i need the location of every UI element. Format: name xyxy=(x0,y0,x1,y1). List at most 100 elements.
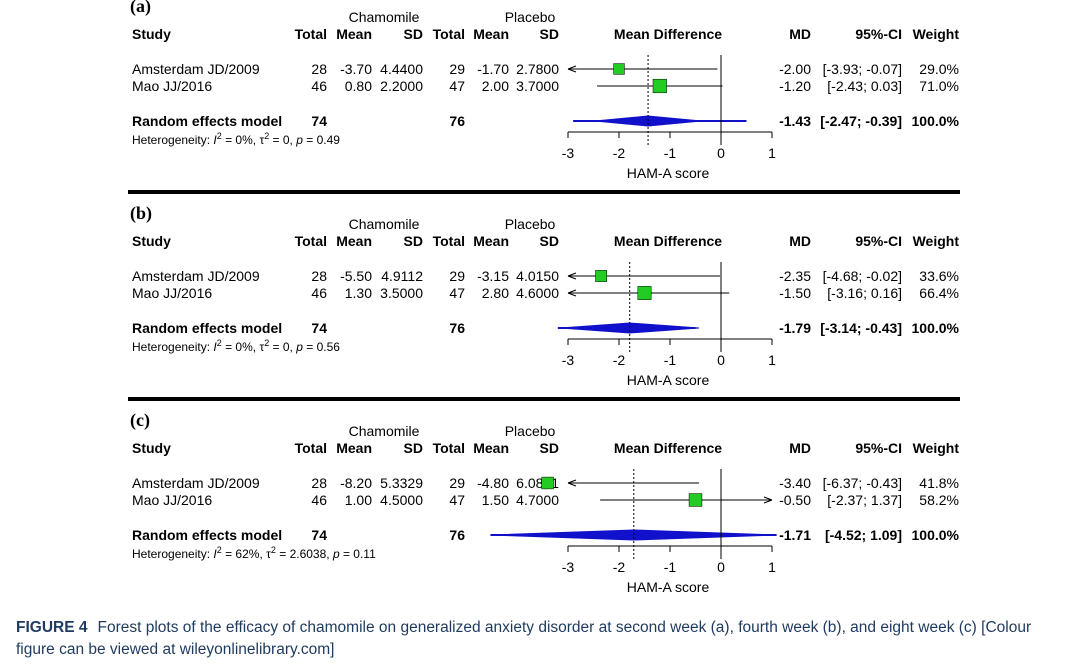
figure-number: FIGURE 4 xyxy=(16,619,88,636)
x-tick-label: -2 xyxy=(613,559,626,575)
control-total-header: Total xyxy=(433,26,465,42)
control-mean-header: Mean xyxy=(473,233,509,249)
panel-label: (c) xyxy=(130,410,150,431)
heterogeneity-text: Heterogeneity: I2 = 0%, τ2 = 0, p = 0.49 xyxy=(132,131,340,147)
x-tick-label: 1 xyxy=(768,559,776,575)
study-md: -2.35 xyxy=(779,268,811,284)
control-sd-header: SD xyxy=(540,233,559,249)
control-sd: 3.7000 xyxy=(516,78,559,94)
control-mean: -4.80 xyxy=(477,475,509,491)
model-treatment-total: 74 xyxy=(311,527,327,543)
control-mean: 1.50 xyxy=(482,492,509,508)
control-group-header: Placebo xyxy=(505,216,556,232)
forest-plot-figure: (a) Chamomile Placebo Study Total Mean SD Total… xyxy=(128,0,960,595)
control-sd: 4.0150 xyxy=(516,268,559,284)
x-tick-label: -3 xyxy=(562,559,575,575)
study-weight: 33.6% xyxy=(919,268,959,284)
model-md: -1.71 xyxy=(779,527,811,543)
treatment-mean: 1.00 xyxy=(345,492,372,508)
model-name: Random effects model xyxy=(132,527,282,543)
study-name: Mao JJ/2016 xyxy=(132,285,212,301)
study-column-header: Study xyxy=(132,26,171,42)
treatment-mean-header: Mean xyxy=(336,233,372,249)
x-tick-label: 1 xyxy=(768,352,776,368)
treatment-sd-header: SD xyxy=(404,233,423,249)
study-ci: [-2.37; 1.37] xyxy=(827,492,902,508)
control-total: 29 xyxy=(449,268,465,284)
ci-column-header: 95%-CI xyxy=(855,440,902,456)
treatment-total: 28 xyxy=(311,475,327,491)
ci-clip-arrow-right xyxy=(763,496,773,504)
study-ci: [-4.68; -0.02] xyxy=(823,268,902,284)
control-mean: 2.80 xyxy=(482,285,509,301)
control-mean: -3.15 xyxy=(477,268,509,284)
control-total: 29 xyxy=(449,61,465,77)
control-group-header: Placebo xyxy=(505,423,556,439)
study-ci: [-6.37; -0.43] xyxy=(823,475,902,491)
control-sd-header: SD xyxy=(540,440,559,456)
control-group-header: Placebo xyxy=(505,9,556,25)
model-weight: 100.0% xyxy=(912,320,960,336)
treatment-mean: -3.70 xyxy=(340,61,372,77)
weight-column-header: Weight xyxy=(913,26,960,42)
ci-clip-arrow-left xyxy=(567,272,577,280)
model-control-total: 76 xyxy=(449,527,465,543)
treatment-sd: 4.4400 xyxy=(380,61,423,77)
ci-column-header: 95%-CI xyxy=(855,26,902,42)
treatment-total: 46 xyxy=(311,492,327,508)
model-name: Random effects model xyxy=(132,320,282,336)
study-column-header: Study xyxy=(132,233,171,249)
model-name: Random effects model xyxy=(132,113,282,129)
treatment-mean: -5.50 xyxy=(340,268,372,284)
heterogeneity-text: Heterogeneity: I2 = 0%, τ2 = 0, p = 0.56 xyxy=(132,338,340,354)
x-axis-label: HAM-A score xyxy=(627,165,710,181)
plot-column-header: Mean Difference xyxy=(614,440,722,456)
study-md: -0.50 xyxy=(779,492,811,508)
model-treatment-total: 74 xyxy=(311,113,327,129)
control-sd-header: SD xyxy=(540,26,559,42)
study-weight-box xyxy=(637,286,652,300)
x-tick-label: -1 xyxy=(664,145,677,161)
panel-label: (a) xyxy=(130,0,151,17)
weight-column-header: Weight xyxy=(913,233,960,249)
model-control-total: 76 xyxy=(449,320,465,336)
study-ci: [-2.43; 0.03] xyxy=(827,78,902,94)
model-control-total: 76 xyxy=(449,113,465,129)
control-mean-header: Mean xyxy=(473,440,509,456)
plot-column-header: Mean Difference xyxy=(614,233,722,249)
treatment-sd: 5.3329 xyxy=(380,475,423,491)
model-weight: 100.0% xyxy=(912,527,960,543)
figure-caption: FIGURE 4 Forest plots of the efficacy of … xyxy=(16,617,1066,661)
treatment-sd-header: SD xyxy=(404,26,423,42)
x-tick-label: -2 xyxy=(613,352,626,368)
x-tick-label: -1 xyxy=(664,352,677,368)
ci-clip-arrow-left xyxy=(567,65,577,73)
caption-text: Forest plots of the efficacy of chamomil… xyxy=(16,619,1032,658)
treatment-total-header: Total xyxy=(295,233,327,249)
x-axis-label: HAM-A score xyxy=(627,579,710,595)
study-weight: 71.0% xyxy=(919,78,959,94)
x-tick-label: -2 xyxy=(613,145,626,161)
study-weight-box xyxy=(688,493,703,507)
model-md: -1.43 xyxy=(779,113,811,129)
control-mean: 2.00 xyxy=(482,78,509,94)
control-total: 29 xyxy=(449,475,465,491)
treatment-total-header: Total xyxy=(295,440,327,456)
model-treatment-total: 74 xyxy=(311,320,327,336)
ci-clip-arrow-left xyxy=(567,479,577,487)
treatment-total-header: Total xyxy=(295,26,327,42)
study-weight: 58.2% xyxy=(919,492,959,508)
forest-panel-1: (a) Chamomile Placebo Study Total Mean SD Total… xyxy=(128,0,960,194)
study-weight-box xyxy=(652,78,667,94)
study-weight-box xyxy=(613,63,625,75)
treatment-group-header: Chamomile xyxy=(349,423,420,439)
md-column-header: MD xyxy=(789,440,811,456)
control-total-header: Total xyxy=(433,233,465,249)
control-sd: 2.7800 xyxy=(516,61,559,77)
model-ci: [-3.14; -0.43] xyxy=(820,320,902,336)
study-md: -2.00 xyxy=(779,61,811,77)
ci-column-header: 95%-CI xyxy=(855,233,902,249)
study-weight: 41.8% xyxy=(919,475,959,491)
study-ci: [-3.16; 0.16] xyxy=(827,285,902,301)
x-tick-label: 0 xyxy=(717,559,725,575)
